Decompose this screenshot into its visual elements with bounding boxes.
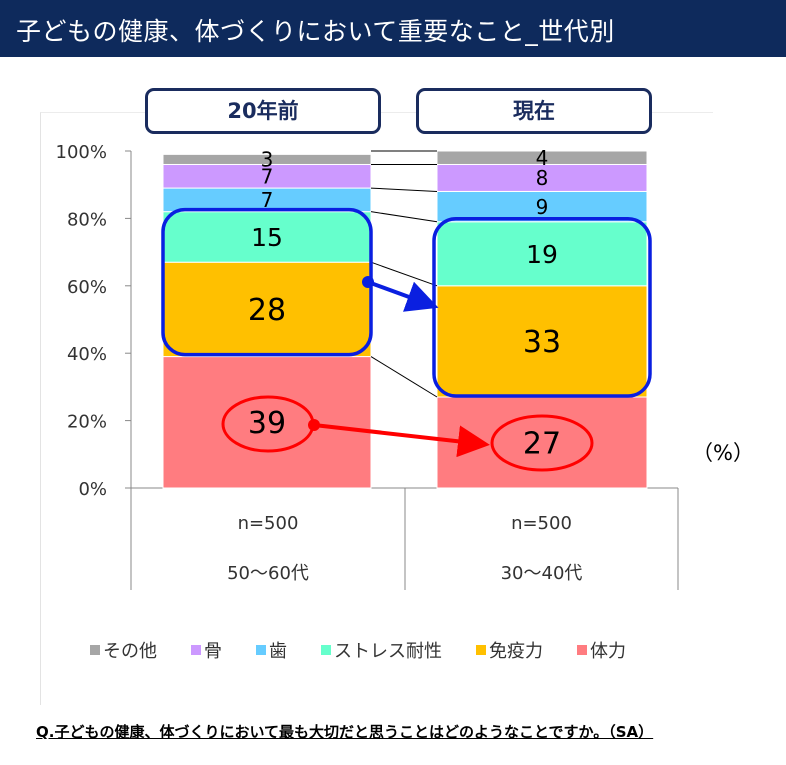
- y-tick-label: 40%: [67, 344, 107, 365]
- connector-line: [370, 211, 438, 223]
- red-arrow: [313, 423, 490, 458]
- bar-segment: [436, 190, 648, 223]
- y-tick-label: 60%: [67, 277, 107, 298]
- survey-question: Q.子どもの健康、体づくりにおいて最も大切だと思うことはどのようなことですか。（…: [36, 723, 654, 741]
- legend: その他 骨 歯 ストレス耐性 免疫力 体力: [90, 638, 660, 662]
- highlight-oval-right: [490, 414, 594, 472]
- header-current: 現在: [416, 88, 652, 134]
- legend-item: 体力: [577, 637, 626, 663]
- legend-swatch: [577, 645, 587, 655]
- legend-swatch: [191, 645, 201, 655]
- legend-label: 骨: [204, 641, 222, 662]
- legend-label: 免疫力: [489, 641, 543, 662]
- data-label: 19: [526, 240, 558, 269]
- page-title: 子どもの健康、体づくりにおいて重要なこと_世代別: [16, 17, 615, 46]
- legend-label: 体力: [590, 641, 626, 662]
- blue-arrow: [367, 280, 439, 312]
- y-tick-label: 80%: [67, 209, 107, 230]
- category-group-label: 50〜60代: [227, 563, 309, 584]
- legend-item: ストレス耐性: [321, 637, 442, 663]
- legend-label: その他: [103, 641, 157, 662]
- data-label: 7: [261, 188, 274, 212]
- data-label: 4: [536, 146, 549, 170]
- category-group-label: 30〜40代: [501, 563, 583, 584]
- data-label: 3: [261, 148, 274, 172]
- unit-label: （%）: [692, 441, 754, 465]
- y-tick-label: 20%: [67, 412, 107, 433]
- legend-label: ストレス耐性: [334, 641, 442, 662]
- legend-swatch: [90, 645, 100, 655]
- connector-line: [370, 187, 438, 192]
- bar-segment: [436, 150, 648, 165]
- data-label: 9: [536, 195, 549, 219]
- data-label: 27: [523, 426, 561, 461]
- y-tick-label: 100%: [56, 142, 107, 163]
- legend-item: その他: [90, 637, 157, 663]
- category-n-label: n=500: [238, 513, 299, 534]
- legend-label: 歯: [269, 641, 287, 662]
- category-n-label: n=500: [511, 513, 572, 534]
- data-label: 33: [523, 325, 561, 360]
- bar-segment: [436, 163, 648, 192]
- data-label: 15: [251, 223, 283, 252]
- title-bar: 子どもの健康、体づくりにおいて重要なこと_世代別: [0, 0, 786, 57]
- connector-line: [370, 261, 438, 287]
- legend-item: 免疫力: [476, 637, 543, 663]
- data-label: 28: [248, 293, 286, 328]
- data-label: 8: [536, 166, 549, 190]
- bar-segment: [162, 153, 372, 165]
- bar-segment: [436, 221, 648, 287]
- data-label: 7: [261, 164, 274, 188]
- legend-swatch: [321, 645, 331, 655]
- legend-swatch: [256, 645, 266, 655]
- bar-segment: [436, 285, 648, 398]
- legend-item: 骨: [191, 637, 222, 663]
- y-tick-label: 0%: [78, 479, 107, 500]
- connector-line: [370, 356, 438, 398]
- header-20-years-ago: 20年前: [145, 88, 381, 134]
- data-label: 39: [248, 406, 286, 441]
- legend-item: 歯: [256, 637, 287, 663]
- legend-swatch: [476, 645, 486, 655]
